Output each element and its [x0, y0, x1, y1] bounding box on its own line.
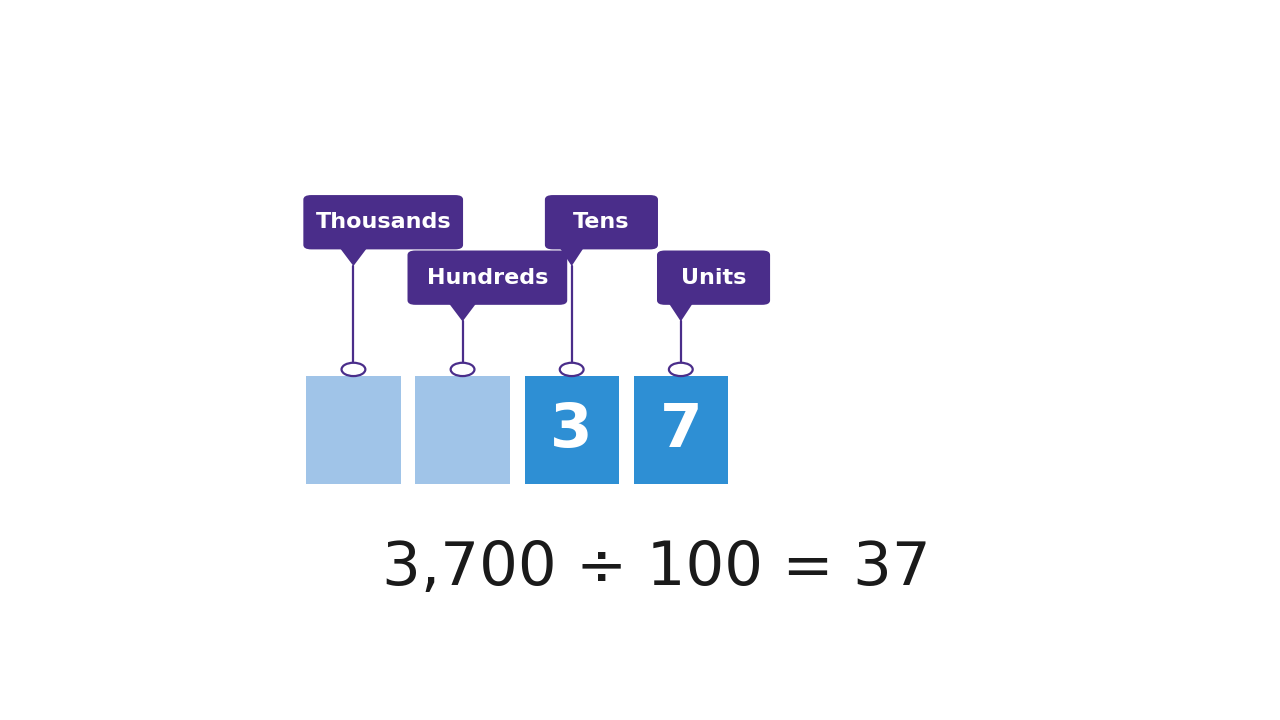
FancyBboxPatch shape: [407, 251, 567, 305]
Circle shape: [451, 363, 475, 376]
FancyBboxPatch shape: [634, 376, 728, 484]
Text: 3: 3: [550, 400, 593, 459]
Text: 7: 7: [659, 400, 703, 459]
FancyBboxPatch shape: [525, 376, 618, 484]
Circle shape: [669, 363, 692, 376]
Polygon shape: [338, 245, 370, 266]
Polygon shape: [558, 245, 585, 266]
Text: Units: Units: [681, 268, 746, 288]
Text: 3,700 ÷ 100 = 37: 3,700 ÷ 100 = 37: [381, 539, 931, 598]
FancyBboxPatch shape: [416, 376, 509, 484]
Circle shape: [342, 363, 365, 376]
FancyBboxPatch shape: [657, 251, 771, 305]
Circle shape: [559, 363, 584, 376]
FancyBboxPatch shape: [303, 195, 463, 249]
Polygon shape: [667, 300, 695, 321]
Polygon shape: [447, 300, 479, 321]
Text: Tens: Tens: [573, 212, 630, 233]
FancyBboxPatch shape: [545, 195, 658, 249]
Text: Hundreds: Hundreds: [426, 268, 548, 288]
FancyBboxPatch shape: [306, 376, 401, 484]
Text: Thousands: Thousands: [315, 212, 451, 233]
